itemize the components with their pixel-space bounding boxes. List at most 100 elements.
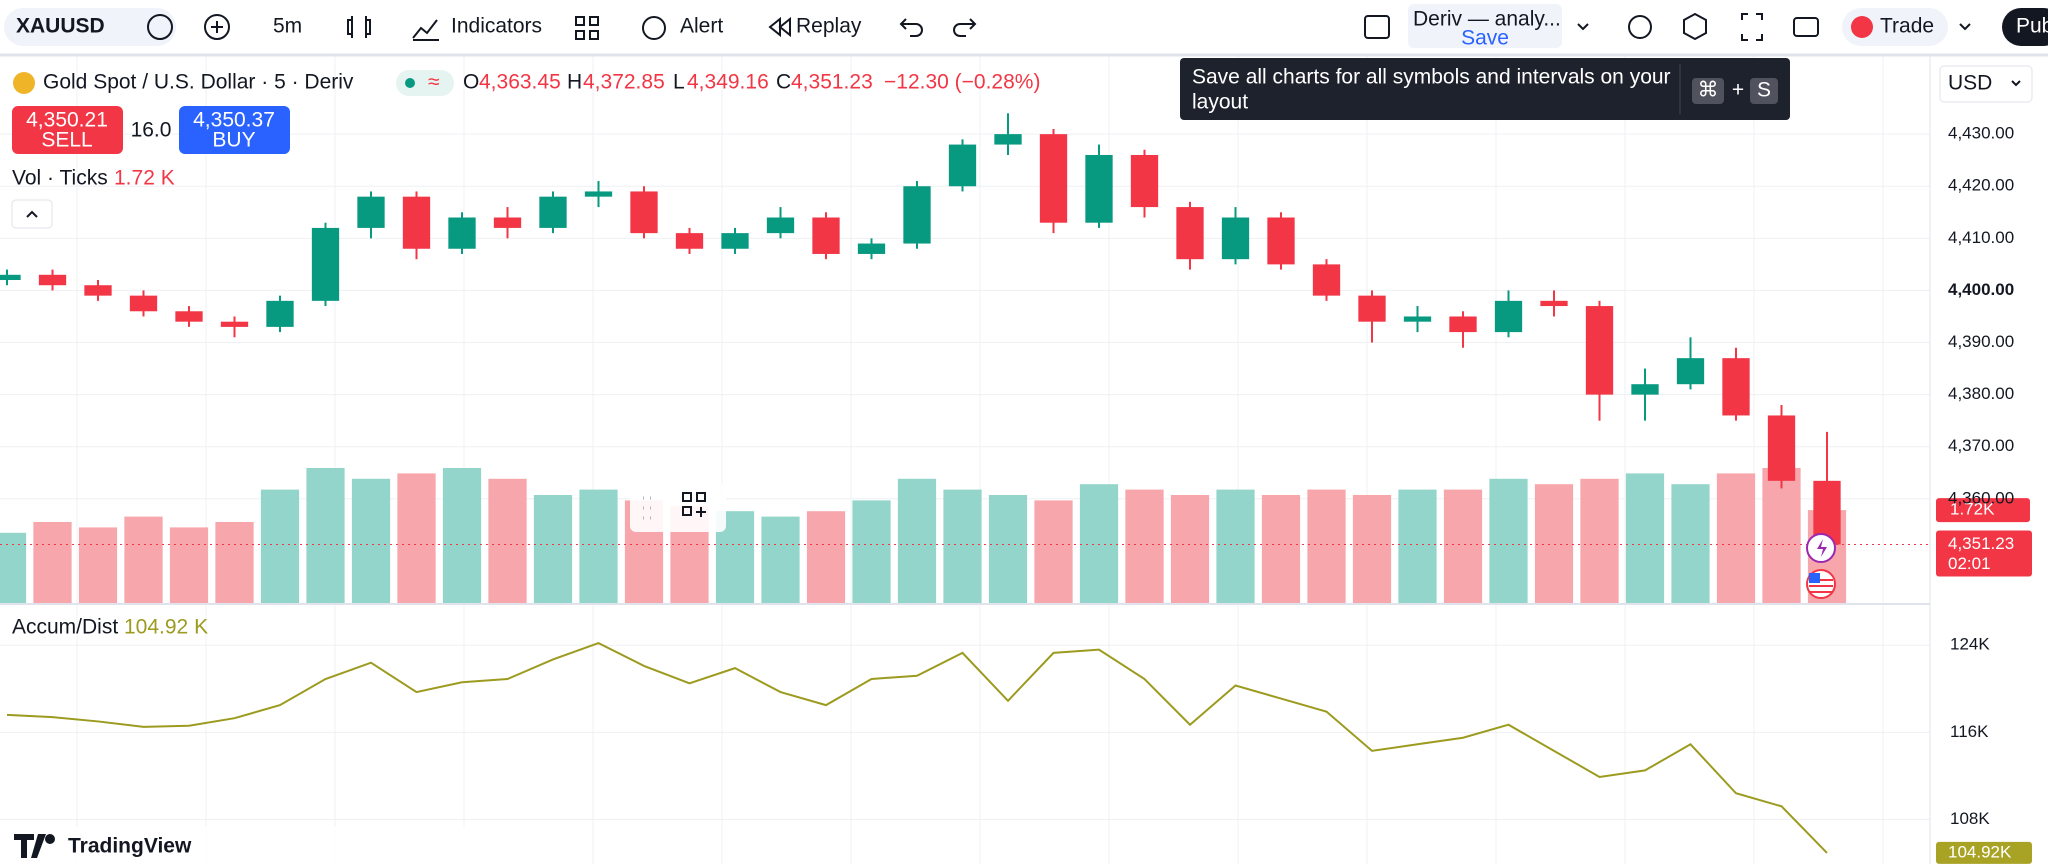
volume-legend-value: 1.72 K [114,167,175,190]
volume-bar [1489,478,1528,603]
market-open-dot [405,78,415,88]
indicators-icon[interactable] [412,19,439,41]
volume-bar [533,495,573,603]
candle-body [1676,358,1705,385]
ad-legend-value: 104.92 K [124,616,208,639]
candle-body [1176,207,1204,260]
candle-body [1540,300,1568,307]
replay-icon[interactable] [768,16,791,38]
symbol-search[interactable] [4,8,176,46]
snapshot-button[interactable] [1793,17,1819,37]
candle-body [220,321,249,327]
ad-legend: Accum/Dist [12,616,118,639]
candle-body [0,274,21,281]
candle-body [38,274,67,286]
fullscreen-button[interactable] [1741,13,1763,41]
candle-body [948,144,977,187]
collapse-legend[interactable] [11,199,53,229]
shortcut-key [1692,78,1724,104]
replay-button[interactable]: Replay [796,15,862,38]
candle-body [812,217,840,254]
flag-canton [1809,573,1820,583]
volume-bar [1716,473,1756,603]
candle-body [1767,415,1796,481]
templates-button[interactable] [575,16,599,40]
symbol[interactable]: XAUUSD [16,15,105,38]
pane-toolbar [630,484,726,532]
candle-body [994,134,1022,145]
drag-handle[interactable] [643,496,651,520]
volume-bar [1762,468,1801,603]
candle-body [721,233,749,249]
symbol-icon[interactable] [147,14,173,40]
layout-button[interactable] [1408,4,1562,48]
quick-search[interactable] [1628,15,1652,39]
trade-dropdown[interactable] [1959,23,1971,31]
candle-body [266,300,294,327]
currency-select[interactable] [1939,65,2033,103]
candle-body [493,217,522,228]
sell-price[interactable]: 4,350.21 [26,109,108,132]
shortcut-key [1750,78,1778,104]
volume-bar [579,489,618,603]
volume-bar [897,478,937,603]
open-key: O [463,71,479,94]
price-badge [1936,530,2032,577]
buy-label[interactable]: BUY [212,129,255,152]
chart-type-button[interactable] [347,16,371,38]
candle-body [84,285,112,296]
candle-body [1221,217,1250,260]
lightning-icon [1817,539,1827,557]
candle-body [1085,154,1113,223]
volume-bar [1307,489,1346,603]
collapse-icon [26,210,38,218]
tooltip [1180,58,1790,120]
buy-button[interactable] [179,106,290,154]
layout-dropdown[interactable] [1577,23,1589,31]
trade-label[interactable]: Trade [1880,15,1934,38]
volume-bar [1216,489,1255,603]
redo-button[interactable] [953,18,977,37]
volume-bar [988,495,1028,603]
layout-name[interactable]: Deriv — analy... [1413,8,1561,31]
interval[interactable]: 5m [273,15,302,38]
symbol-logo [13,72,35,94]
alert-icon[interactable] [642,16,666,40]
volume-bar [806,511,846,603]
price-tick-label: 4,360.00 [1948,488,2014,507]
trade-button[interactable] [1842,8,1948,46]
publish-label[interactable]: Pub [2016,15,2048,38]
compare-button[interactable] [204,14,230,40]
volume-bar [1352,495,1392,603]
layout-checkbox[interactable] [1364,15,1390,39]
buy-price[interactable]: 4,350.37 [193,109,275,132]
undo-button[interactable] [899,18,923,37]
currency[interactable]: USD [1948,72,1992,95]
high-key: H [567,71,582,94]
publish-button[interactable] [2002,8,2048,46]
pane-layout-button[interactable] [682,492,706,517]
candle-body [857,243,886,254]
candle-body [584,191,613,197]
market-status[interactable] [396,70,454,96]
data-problem-icon: ≈ [428,71,440,94]
volume-bar [761,516,800,603]
volume-bar [169,527,209,603]
sell-button[interactable] [12,106,123,154]
price-tick-label: 4,430.00 [1948,124,2014,143]
currency-dropdown [2011,80,2021,87]
ad-badge [1936,841,2032,864]
price-tick-label: 4,370.00 [1948,436,2014,455]
sell-label[interactable]: SELL [41,129,92,152]
price-tick-label: 4,400.00 [1948,280,2014,299]
candle-body [1358,295,1386,322]
price-badge-label: 4,351.23 [1948,534,2014,553]
layout-save[interactable]: Save [1461,27,1509,50]
price-tick-label: 4,390.00 [1948,332,2014,351]
indicators-button[interactable]: Indicators [451,15,542,38]
settings-button[interactable] [1683,12,1707,41]
candle-body [1631,384,1659,395]
ad-badge-label: 104.92K [1948,842,2012,861]
legend-title: Gold Spot / U.S. Dollar · 5 · Deriv [43,71,354,94]
alert-button[interactable]: Alert [680,15,723,38]
